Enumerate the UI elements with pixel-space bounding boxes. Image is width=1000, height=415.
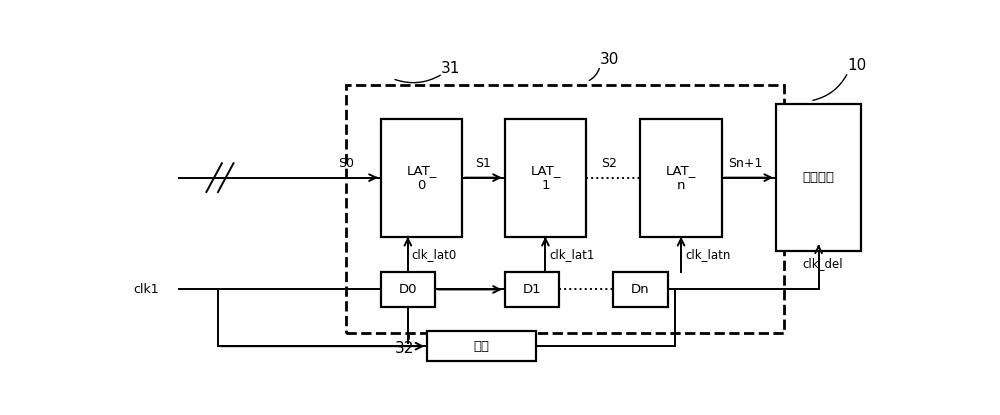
Bar xyxy=(381,119,462,237)
Bar xyxy=(427,331,536,361)
Bar xyxy=(613,272,668,307)
Text: LAT_
n: LAT_ n xyxy=(666,164,696,192)
Text: Dn: Dn xyxy=(631,283,650,296)
Text: S1: S1 xyxy=(476,156,491,170)
Text: 10: 10 xyxy=(848,58,867,73)
Bar xyxy=(505,119,586,237)
Text: clk_lat1: clk_lat1 xyxy=(549,248,595,261)
Text: S2: S2 xyxy=(602,156,618,170)
Text: 30: 30 xyxy=(600,52,619,67)
Text: 延迟: 延迟 xyxy=(474,340,490,353)
Text: clk_del: clk_del xyxy=(802,257,843,271)
Bar xyxy=(640,119,722,237)
Text: 时序器件: 时序器件 xyxy=(803,171,835,184)
Text: D0: D0 xyxy=(399,283,417,296)
Bar xyxy=(346,85,784,332)
Text: Sn+1: Sn+1 xyxy=(728,156,762,170)
Bar xyxy=(381,272,435,307)
Text: 31: 31 xyxy=(441,61,460,76)
Bar xyxy=(776,104,861,251)
Text: LAT_
0: LAT_ 0 xyxy=(406,164,437,192)
Text: 32: 32 xyxy=(394,341,414,356)
Text: clk_latn: clk_latn xyxy=(685,248,730,261)
Text: clk1: clk1 xyxy=(133,283,158,296)
Text: LAT_
1: LAT_ 1 xyxy=(530,164,561,192)
Bar xyxy=(505,272,559,307)
Text: clk_lat0: clk_lat0 xyxy=(412,248,457,261)
Text: D1: D1 xyxy=(523,283,541,296)
Text: S0: S0 xyxy=(338,156,354,170)
